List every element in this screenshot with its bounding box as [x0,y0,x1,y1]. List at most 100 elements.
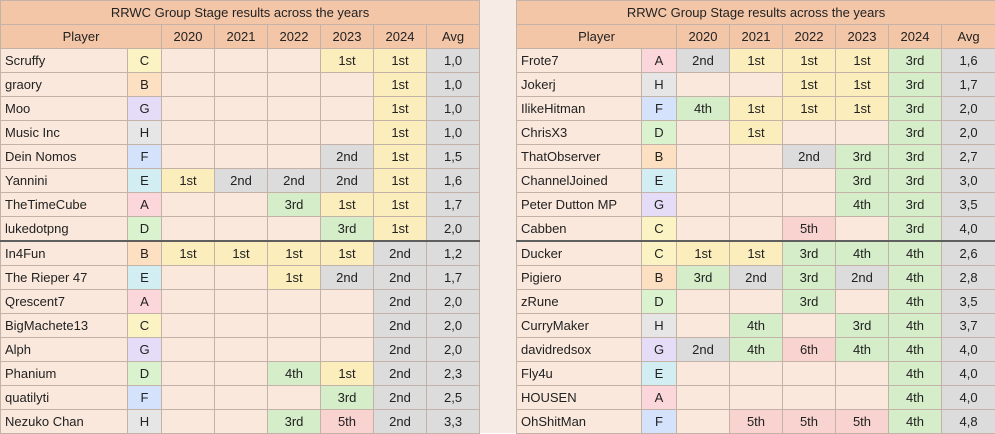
result-cell-2021 [215,266,268,290]
header-2021: 2021 [215,25,268,49]
result-cell-2020: 3rd [677,266,730,290]
result-cell-2021 [730,193,783,217]
result-cell-2024: 3rd [889,217,942,242]
result-cell-2024: 4th [889,241,942,266]
player-name-cell: Cabben [517,217,642,242]
result-cell-2022 [783,386,836,410]
group-cell: G [642,338,677,362]
result-cell-2022 [268,217,321,242]
average-cell: 3,0 [942,169,995,193]
result-cell-2022: 2nd [783,145,836,169]
header-row: Player 2020 2021 2022 2023 2024 Avg [1,25,480,49]
result-cell-2020 [677,217,730,242]
player-name-cell: Pigiero [517,266,642,290]
result-cell-2022: 3rd [268,193,321,217]
group-cell: F [128,386,162,410]
result-cell-2022 [783,314,836,338]
result-cell-2020 [162,266,215,290]
group-cell: A [642,49,677,73]
result-cell-2024: 2nd [374,290,427,314]
result-cell-2021: 2nd [215,169,268,193]
player-name-cell: Qrescent7 [1,290,128,314]
result-cell-2023: 5th [321,410,374,434]
result-cell-2021 [215,362,268,386]
result-cell-2022: 6th [783,338,836,362]
group-cell: H [128,121,162,145]
average-cell: 4,0 [942,217,995,242]
player-name-cell: Alph [1,338,128,362]
table-title-row: RRWC Group Stage results across the year… [1,1,480,25]
average-cell: 2,3 [427,362,480,386]
result-cell-2023: 1st [836,97,889,121]
group-cell: C [642,241,677,266]
result-cell-2020: 4th [677,97,730,121]
group-cell: D [128,217,162,242]
result-cell-2024: 1st [374,217,427,242]
result-cell-2020: 1st [677,241,730,266]
result-cell-2020 [677,121,730,145]
result-cell-2021: 1st [730,241,783,266]
group-cell: D [642,121,677,145]
result-cell-2024: 3rd [889,145,942,169]
player-name-cell: zRune [517,290,642,314]
result-cell-2023 [321,338,374,362]
player-name-cell: Nezuko Chan [1,410,128,434]
result-cell-2020 [162,193,215,217]
result-cell-2023 [836,217,889,242]
result-cell-2024: 3rd [889,73,942,97]
result-cell-2023 [836,121,889,145]
table-divider [479,0,516,433]
player-name-cell: Fly4u [517,362,642,386]
player-name-cell: Ducker [517,241,642,266]
header-2024: 2024 [374,25,427,49]
header-2023: 2023 [836,25,889,49]
result-cell-2020: 1st [162,169,215,193]
header-2020: 2020 [677,25,730,49]
result-cell-2024: 3rd [889,121,942,145]
group-cell: H [642,73,677,97]
result-cell-2023: 3rd [836,169,889,193]
player-name-cell: quatilyti [1,386,128,410]
average-cell: 2,7 [942,145,995,169]
average-cell: 2,5 [427,386,480,410]
result-cell-2022 [268,145,321,169]
player-name-cell: TheTimeCube [1,193,128,217]
result-cell-2020 [677,73,730,97]
header-player: Player [517,25,677,49]
result-cell-2021 [730,217,783,242]
result-cell-2020 [677,169,730,193]
result-cell-2024: 4th [889,290,942,314]
average-cell: 2,0 [427,338,480,362]
result-cell-2023: 1st [321,193,374,217]
result-cell-2022 [268,121,321,145]
result-cell-2020 [677,290,730,314]
result-cell-2024: 4th [889,338,942,362]
header-2024: 2024 [889,25,942,49]
result-cell-2024: 1st [374,121,427,145]
result-cell-2023: 3rd [836,145,889,169]
result-cell-2024: 1st [374,49,427,73]
result-cell-2021 [215,49,268,73]
average-cell: 1,6 [942,49,995,73]
table-title: RRWC Group Stage results across the year… [517,1,995,25]
result-cell-2024: 3rd [889,49,942,73]
player-name-cell: ChannelJoined [517,169,642,193]
result-cell-2024: 3rd [889,97,942,121]
average-cell: 2,6 [942,241,995,266]
result-cell-2022 [783,121,836,145]
group-cell: A [128,290,162,314]
result-cell-2020 [162,410,215,434]
group-cell: A [128,193,162,217]
result-cell-2021 [730,290,783,314]
